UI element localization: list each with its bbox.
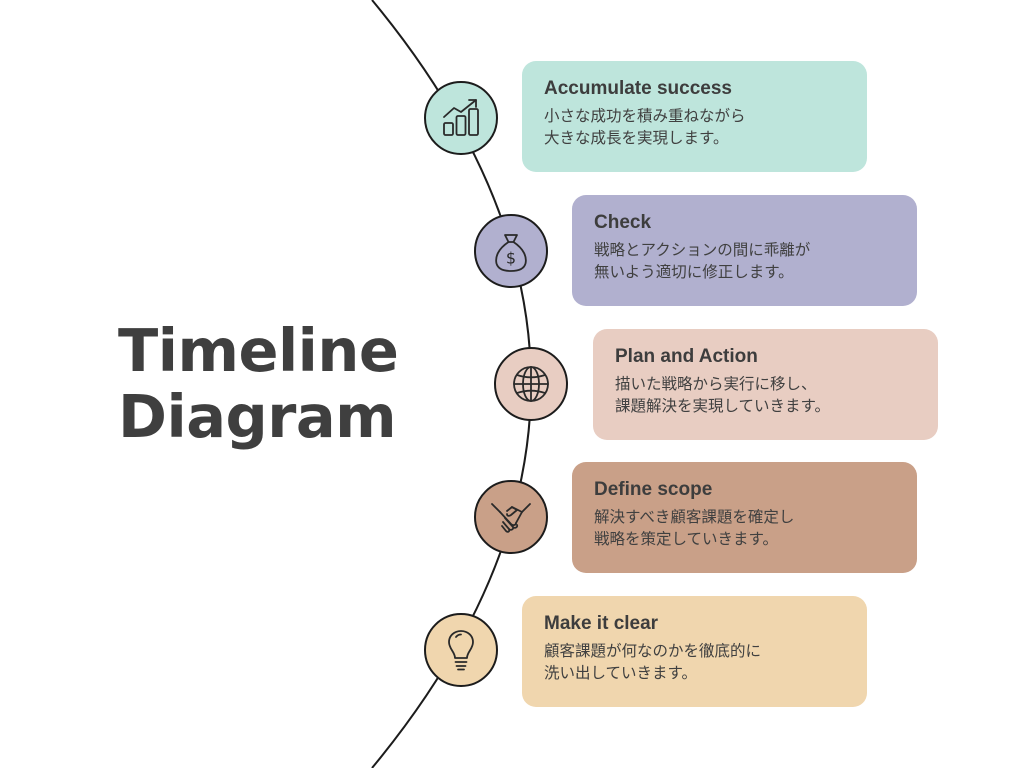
step-node-define-scope xyxy=(474,480,548,554)
step-description-line-2: 大きな成長を実現します。 xyxy=(544,129,729,147)
step-description: 描いた戦略から実行に移し、 課題解決を実現していきます。 xyxy=(615,373,916,417)
step-description-line-2: 戦略を策定していきます。 xyxy=(594,530,778,548)
step-title: Accumulate success xyxy=(544,78,732,99)
step-node-make-it-clear xyxy=(424,613,498,687)
step-card-accumulate-success: Accumulate success 小さな成功を積み重ねながら 大きな成長を実… xyxy=(522,61,867,172)
step-title: Check xyxy=(594,212,652,233)
diagram-title: Timeline Diagram xyxy=(118,318,418,450)
step-description-line-1: 小さな成功を積み重ねながら xyxy=(544,107,746,125)
step-title: Plan and Action xyxy=(615,346,758,367)
step-description: 顧客課題が何なのかを徹底的に 洗い出していきます。 xyxy=(544,640,845,684)
step-node-accumulate-success xyxy=(424,81,498,155)
step-card-check: Check 戦略とアクションの間に乖離が 無いよう適切に修正します。 xyxy=(572,195,917,306)
step-title: Define scope xyxy=(594,479,713,500)
step-title: Make it clear xyxy=(544,613,659,634)
step-card-plan-and-action: Plan and Action 描いた戦略から実行に移し、 課題解決を実現してい… xyxy=(593,329,938,440)
money-bag-icon: $ xyxy=(495,234,527,272)
step-description-line-2: 無いよう適切に修正します。 xyxy=(594,263,794,281)
handshake-icon xyxy=(491,503,531,533)
step-description-line-1: 顧客課題が何なのかを徹底的に xyxy=(544,642,762,660)
title-line-1: Timeline xyxy=(118,316,399,385)
title-line-2: Diagram xyxy=(118,382,397,451)
step-description-line-1: 解決すべき顧客課題を確定し xyxy=(594,508,795,526)
step-description-line-1: 戦略とアクションの間に乖離が xyxy=(594,241,811,259)
step-description: 戦略とアクションの間に乖離が 無いよう適切に修正します。 xyxy=(594,239,895,283)
bar-chart-growth-icon xyxy=(443,99,479,136)
step-description-line-2: 洗い出していきます。 xyxy=(544,664,697,682)
step-node-plan-and-action xyxy=(494,347,568,421)
step-description-line-2: 課題解決を実現していきます。 xyxy=(615,397,830,415)
step-card-make-it-clear: Make it clear 顧客課題が何なのかを徹底的に 洗い出していきます。 xyxy=(522,596,867,707)
step-description-line-1: 描いた戦略から実行に移し、 xyxy=(615,375,817,393)
light-bulb-icon xyxy=(448,630,474,671)
step-node-check: $ xyxy=(474,214,548,288)
svg-text:$: $ xyxy=(506,249,516,268)
step-card-define-scope: Define scope 解決すべき顧客課題を確定し 戦略を策定していきます。 xyxy=(572,462,917,573)
step-description: 解決すべき顧客課題を確定し 戦略を策定していきます。 xyxy=(594,506,895,550)
step-description: 小さな成功を積み重ねながら 大きな成長を実現します。 xyxy=(544,105,845,149)
globe-icon xyxy=(513,366,549,402)
